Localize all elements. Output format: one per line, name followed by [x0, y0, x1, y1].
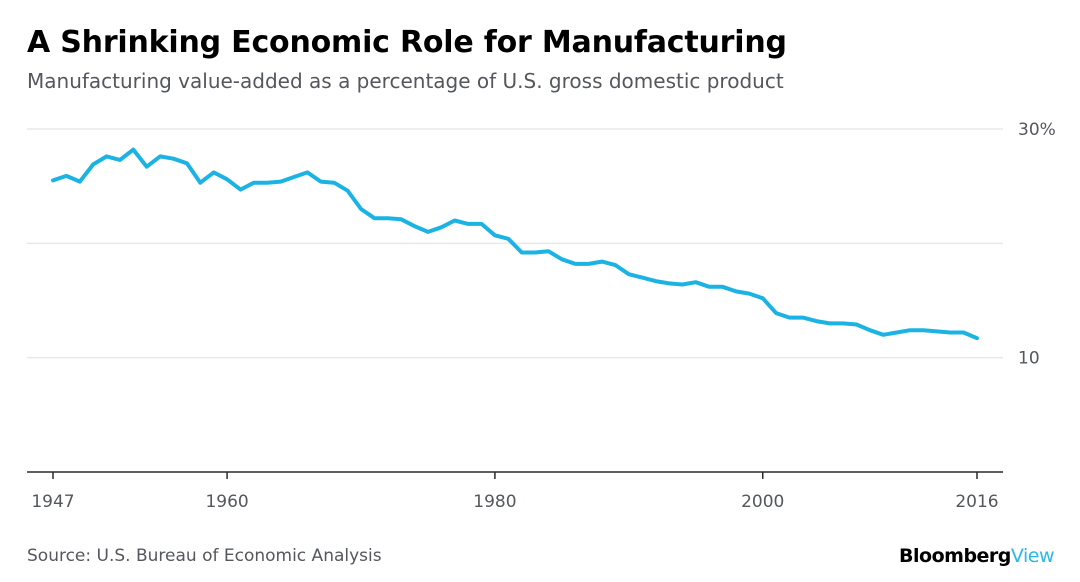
- chart-title: A Shrinking Economic Role for Manufactur…: [27, 25, 787, 60]
- chart-subtitle: Manufacturing value-added as a percentag…: [27, 69, 784, 93]
- y-tick-label: 10: [1018, 349, 1040, 369]
- y-tick-label: 30%: [1018, 120, 1056, 140]
- x-tick-label: 2016: [955, 492, 998, 512]
- x-axis: 1947 1960 1980 2000 2016: [27, 471, 1003, 512]
- series-line: [51, 147, 979, 341]
- x-tick-label: 1980: [473, 492, 516, 512]
- series-group: [51, 147, 979, 341]
- brand-logo-view: View: [1010, 545, 1055, 567]
- source-note: Source: U.S. Bureau of Economic Analysis: [27, 546, 382, 566]
- y-axis-labels: 30% 10: [1018, 120, 1056, 369]
- x-tick-label: 1960: [205, 492, 248, 512]
- x-tick-label: 2000: [741, 492, 784, 512]
- brand-logo: BloombergView: [899, 545, 1054, 567]
- x-tick-label: 1947: [31, 492, 74, 512]
- brand-logo-bloomberg: Bloomberg: [899, 545, 1011, 567]
